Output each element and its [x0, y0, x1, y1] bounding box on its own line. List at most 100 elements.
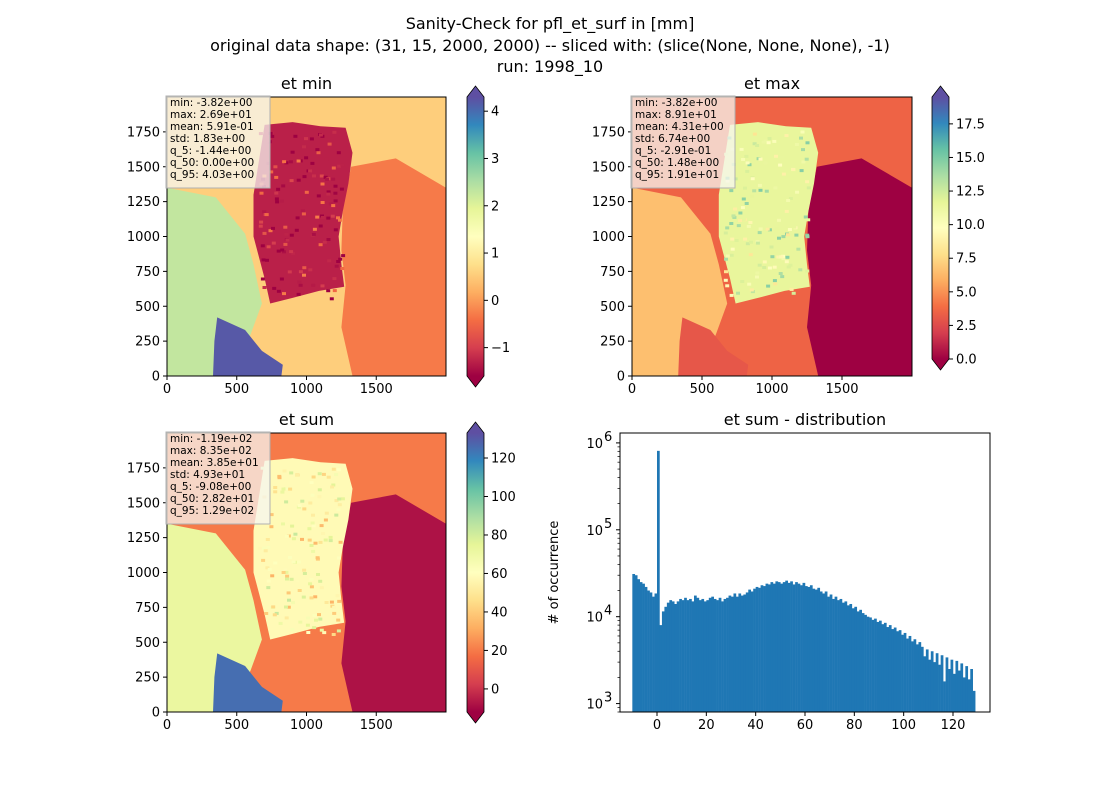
- map-texture-cell: [792, 225, 797, 229]
- map-texture-cell: [750, 194, 755, 198]
- stats-line: min: -3.82e+00: [170, 97, 252, 109]
- map-texture-cell: [319, 524, 324, 528]
- colorbar: [932, 97, 949, 359]
- map-texture-cell: [281, 522, 285, 526]
- histogram-bar: [777, 582, 781, 712]
- map-texture-cell: [297, 280, 302, 284]
- histogram-bar: [637, 579, 640, 712]
- colorbar-extend-min: [467, 376, 484, 387]
- map-texture-cell: [781, 235, 786, 239]
- histogram-bar: [694, 595, 697, 712]
- histogram-bar: [812, 588, 816, 712]
- histogram-bar: [733, 593, 737, 712]
- map-texture-cell: [738, 219, 743, 223]
- map-texture-cell: [767, 137, 772, 140]
- histogram-bar: [654, 593, 658, 712]
- histogram-bar: [738, 593, 742, 712]
- map-texture-cell: [336, 260, 341, 263]
- map-texture-cell: [794, 143, 799, 146]
- map-texture-cell: [308, 268, 313, 272]
- map-texture-cell: [304, 190, 309, 194]
- colorbar-tick-label: 3: [491, 152, 499, 167]
- map-texture-cell: [334, 499, 339, 503]
- map-texture-cell: [281, 184, 286, 188]
- histogram-bar: [962, 677, 966, 712]
- map-texture-cell: [331, 177, 336, 181]
- map-image: [167, 97, 446, 376]
- colorbar-tick-label: 10.0: [956, 218, 985, 233]
- map-texture-cell: [273, 490, 278, 494]
- map-texture-cell: [310, 493, 315, 497]
- map-texture-cell: [743, 186, 747, 190]
- map-texture-cell: [328, 535, 333, 539]
- histogram-bar: [785, 580, 788, 712]
- map-texture-cell: [805, 180, 810, 184]
- map-texture-cell: [340, 163, 345, 167]
- histogram-bar: [965, 666, 969, 712]
- stats-line: max: 8.35e+02: [170, 445, 252, 457]
- map-texture-cell: [805, 235, 810, 239]
- x-tick-label: 0: [163, 382, 171, 397]
- histogram-bar: [842, 602, 845, 712]
- map-texture-cell: [774, 154, 778, 158]
- map-texture-cell: [799, 169, 804, 173]
- histogram-bar: [726, 597, 729, 712]
- map-texture-cell: [313, 595, 318, 599]
- map-texture-cell: [318, 133, 323, 137]
- histogram-bar: [827, 596, 830, 712]
- map-texture-cell: [762, 266, 767, 269]
- map-texture-cell: [779, 255, 784, 259]
- map-texture-cell: [322, 631, 327, 635]
- map-texture-cell: [311, 283, 316, 287]
- map-texture-cell: [336, 508, 341, 512]
- map-texture-cell: [298, 159, 303, 163]
- map-texture-cell: [318, 540, 323, 544]
- x-tick-label: 0: [653, 718, 661, 733]
- histogram-bar: [844, 601, 848, 712]
- map-texture-cell: [304, 264, 309, 268]
- map-texture-cell: [285, 487, 290, 491]
- y-tick-label: 10: [586, 698, 603, 713]
- map-texture-cell: [290, 628, 295, 631]
- map-texture-cell: [724, 257, 728, 261]
- map-texture-cell: [786, 265, 791, 269]
- map-texture-cell: [287, 270, 292, 274]
- histogram-bar: [829, 594, 833, 712]
- histogram-bar: [765, 583, 769, 712]
- map-texture-cell: [297, 589, 302, 592]
- map-texture-cell: [794, 233, 799, 237]
- histogram-bar: [659, 625, 663, 712]
- histogram-bar: [950, 659, 954, 712]
- histogram-bar: [930, 651, 934, 712]
- map-texture-cell: [288, 160, 293, 164]
- map-texture-cell: [260, 244, 265, 248]
- map-texture-cell: [741, 197, 746, 201]
- map-texture-cell: [320, 284, 325, 288]
- map-texture-cell: [741, 158, 746, 161]
- map-texture-cell: [300, 209, 305, 213]
- map-texture-cell: [780, 275, 785, 279]
- histogram-bar: [718, 597, 722, 712]
- map-texture-cell: [283, 225, 288, 229]
- stats-line: max: 8.91e+01: [635, 109, 717, 121]
- map-texture-cell: [770, 255, 775, 259]
- map-texture-cell: [323, 175, 328, 179]
- map-texture-cell: [296, 159, 301, 163]
- map-texture-cell: [277, 476, 282, 480]
- map-texture-cell: [758, 188, 763, 192]
- map-texture-cell: [307, 527, 312, 531]
- histogram-bar: [669, 600, 673, 712]
- map-texture-cell: [302, 507, 307, 511]
- histogram-bar: [745, 592, 749, 712]
- map-texture-cell: [318, 579, 323, 583]
- x-tick-label: 500: [224, 718, 249, 733]
- map-texture-cell: [749, 288, 754, 292]
- map-texture-cell: [755, 271, 760, 275]
- x-tick-label: 1000: [290, 382, 323, 397]
- map-texture-cell: [805, 141, 810, 145]
- stats-box: [165, 431, 271, 525]
- map-texture-cell: [315, 556, 320, 560]
- histogram-bar: [787, 582, 791, 712]
- map-texture-cell: [328, 202, 333, 206]
